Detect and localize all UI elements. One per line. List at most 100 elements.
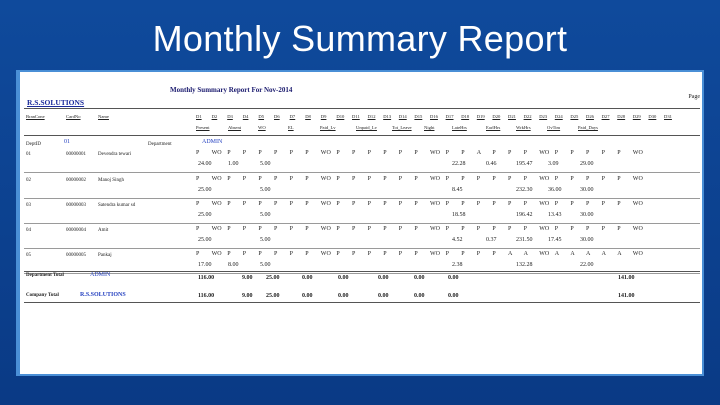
day-status: P bbox=[258, 251, 262, 257]
day-status: P bbox=[305, 176, 309, 182]
day-status: WO bbox=[632, 150, 643, 156]
early-hours: 0.37 bbox=[486, 237, 497, 243]
day-status: WO bbox=[539, 176, 550, 182]
day-status: P bbox=[476, 251, 481, 257]
day-status: A bbox=[523, 251, 528, 257]
day-status: P bbox=[461, 201, 465, 207]
row-name: Manoj Singh bbox=[98, 178, 124, 183]
wo-count: 5.00 bbox=[260, 187, 271, 193]
day-status: P bbox=[570, 176, 574, 182]
day-status: P bbox=[305, 251, 309, 257]
column-header: D26 bbox=[586, 114, 594, 119]
day-status: P bbox=[523, 176, 527, 182]
day-status: P bbox=[414, 150, 418, 156]
column-header: D31 bbox=[664, 114, 672, 119]
company-total-value: 0.00 bbox=[448, 293, 459, 299]
company-total-value: 0.00 bbox=[378, 293, 389, 299]
company-total-paid: 141.00 bbox=[618, 293, 635, 299]
late-hours: 2.38 bbox=[452, 262, 463, 268]
company-total-value: 0.00 bbox=[414, 293, 425, 299]
report-title: Monthly Summary Report For Nov-2014 bbox=[170, 86, 293, 94]
day-status: P bbox=[601, 226, 605, 232]
day-status: WO bbox=[211, 251, 222, 257]
day-status: P bbox=[492, 226, 496, 232]
column-header: D9 bbox=[320, 114, 327, 119]
day-status: P bbox=[336, 251, 340, 257]
late-hours: 18.58 bbox=[452, 212, 466, 218]
day-status: P bbox=[476, 226, 481, 232]
day-status: P bbox=[508, 176, 512, 182]
row-branch: 05 bbox=[26, 253, 31, 258]
day-status: P bbox=[523, 226, 527, 232]
department-name: ADMIN bbox=[202, 139, 223, 145]
summary-header: EL bbox=[288, 125, 294, 130]
row-branch: 04 bbox=[26, 228, 31, 233]
row-card-no: 00000004 bbox=[66, 228, 86, 233]
day-status: P bbox=[383, 201, 387, 207]
company-total-name: R.S.SOLUTIONS bbox=[80, 292, 126, 298]
column-header: D16 bbox=[430, 114, 438, 119]
day-status: P bbox=[367, 226, 371, 232]
dept-total-rule bbox=[24, 271, 700, 272]
company-total-value: 116.00 bbox=[198, 293, 215, 299]
day-status: P bbox=[398, 226, 403, 232]
day-status: P bbox=[383, 226, 387, 232]
column-header: D7 bbox=[289, 114, 296, 119]
day-status: P bbox=[352, 150, 356, 156]
column-header: D25 bbox=[570, 114, 579, 119]
column-header: D21 bbox=[508, 114, 516, 119]
day-status: P bbox=[617, 176, 621, 182]
company-total-value: 0.00 bbox=[302, 293, 313, 299]
dept-id: 01 bbox=[64, 139, 70, 145]
column-header: D1 bbox=[196, 114, 202, 119]
day-status: P bbox=[570, 201, 574, 207]
day-status: P bbox=[461, 226, 465, 232]
day-status: P bbox=[523, 201, 527, 207]
dept-total-value: 0.00 bbox=[338, 275, 349, 281]
wo-count: 5.00 bbox=[260, 212, 271, 218]
summary-header: Paid_Lv bbox=[320, 125, 336, 130]
day-status: WO bbox=[211, 150, 222, 156]
day-status: WO bbox=[211, 226, 222, 232]
day-status: P bbox=[445, 201, 449, 207]
paid-days: 30.00 bbox=[580, 187, 594, 193]
day-status: WO bbox=[632, 176, 643, 182]
column-header: D6 bbox=[274, 114, 280, 119]
late-hours: 8.45 bbox=[452, 187, 463, 193]
day-status: P bbox=[196, 251, 200, 257]
day-status: P bbox=[352, 251, 356, 257]
day-status: P bbox=[289, 150, 293, 156]
column-header: D22 bbox=[523, 114, 532, 119]
day-status: A bbox=[508, 251, 513, 257]
company-total-value: 25.00 bbox=[266, 293, 280, 299]
day-status: WO bbox=[320, 176, 331, 182]
day-status: P bbox=[617, 226, 621, 232]
wo-count: 5.00 bbox=[260, 262, 271, 268]
day-status: WO bbox=[430, 226, 440, 232]
day-status: P bbox=[617, 150, 621, 156]
work-hours: 231.50 bbox=[516, 237, 533, 243]
summary-header: Paid_Days bbox=[578, 125, 598, 130]
day-status: P bbox=[461, 251, 465, 257]
column-header: D28 bbox=[617, 114, 626, 119]
day-status: P bbox=[336, 201, 340, 207]
day-status: P bbox=[617, 201, 621, 207]
day-status: P bbox=[305, 226, 309, 232]
company-total-value: 0.00 bbox=[338, 293, 349, 299]
column-header: BranCone bbox=[26, 114, 45, 119]
department-label: Department bbox=[148, 142, 172, 147]
late-hours: 22.28 bbox=[452, 161, 466, 167]
work-hours: 196.42 bbox=[516, 212, 533, 218]
column-header: CardNo bbox=[66, 114, 81, 119]
dept-id-label: DeptID bbox=[26, 142, 41, 147]
day-status: P bbox=[227, 150, 231, 156]
day-status: P bbox=[476, 176, 481, 182]
day-status: P bbox=[305, 201, 309, 207]
day-status: WO bbox=[430, 201, 440, 207]
present-count: 25.00 bbox=[198, 212, 212, 218]
paid-days: 22.00 bbox=[580, 262, 594, 268]
summary-header: Night bbox=[424, 125, 435, 130]
day-status: WO bbox=[430, 251, 440, 257]
slide-title: Monthly Summary Report bbox=[152, 18, 568, 59]
top-rule bbox=[24, 108, 700, 109]
